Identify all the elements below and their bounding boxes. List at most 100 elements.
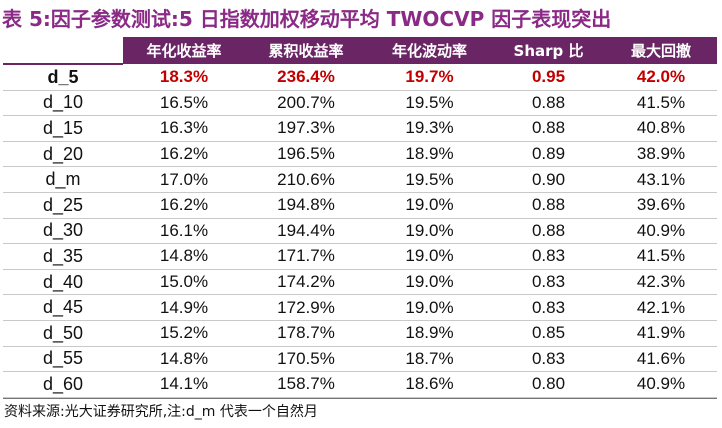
cell-annual-return: 16.2% [123, 141, 245, 168]
cell-sharp-ratio: 0.85 [492, 320, 605, 347]
performance-table: 年化收益率 累积收益率 年化波动率 Sharp 比 最大回撤 d_5 18.3% 2… [3, 37, 717, 398]
table-row: d_45 14.9% 172.9% 19.0% 0.83 42.1% [3, 294, 717, 321]
title-colon: : [42, 7, 51, 31]
cell-annual-volatility: 19.0% [367, 192, 492, 219]
cell-row-label: d_35 [3, 243, 123, 270]
cell-annual-return: 14.8% [123, 346, 245, 373]
header-sharp-ratio: Sharp 比 [492, 37, 605, 64]
cell-sharp-ratio: 0.90 [492, 166, 605, 193]
header-corner [3, 37, 123, 65]
cell-annual-return: 15.0% [123, 269, 245, 296]
cell-sharp-ratio: 0.88 [492, 90, 605, 117]
cell-sharp-ratio: 0.83 [492, 294, 605, 321]
cell-cumulative-return: 158.7% [245, 371, 367, 398]
cell-sharp-ratio: 0.83 [492, 269, 605, 296]
cell-max-drawdown: 40.9% [605, 371, 717, 398]
cell-row-label: d_25 [3, 192, 123, 219]
cell-annual-return: 14.9% [123, 294, 245, 321]
cell-row-label: d_10 [3, 90, 123, 117]
cell-max-drawdown: 39.6% [605, 192, 717, 219]
cell-cumulative-return: 200.7% [245, 90, 367, 117]
title-text: 因子参数测试:5 日指数加权移动平均 TWOCVP 因子表现突出 [50, 7, 612, 31]
cell-annual-return: 16.3% [123, 115, 245, 142]
table-row: d_35 14.8% 171.7% 19.0% 0.83 41.5% [3, 243, 717, 270]
cell-annual-return: 14.1% [123, 371, 245, 398]
cell-max-drawdown: 43.1% [605, 166, 717, 193]
cell-row-label: d_45 [3, 294, 123, 321]
cell-annual-volatility: 19.5% [367, 90, 492, 117]
table-row: d_10 16.5% 200.7% 19.5% 0.88 41.5% [3, 90, 717, 117]
cell-cumulative-return: 174.2% [245, 269, 367, 296]
table-row: d_30 16.1% 194.4% 19.0% 0.88 40.9% [3, 218, 717, 245]
cell-sharp-ratio: 0.88 [492, 115, 605, 142]
cell-cumulative-return: 194.4% [245, 218, 367, 245]
cell-annual-volatility: 19.5% [367, 166, 492, 193]
cell-max-drawdown: 41.6% [605, 346, 717, 373]
cell-annual-return: 15.2% [123, 320, 245, 347]
cell-cumulative-return: 171.7% [245, 243, 367, 270]
cell-cumulative-return: 197.3% [245, 115, 367, 142]
table-header: 年化收益率 累积收益率 年化波动率 Sharp 比 最大回撤 [3, 37, 717, 65]
cell-annual-volatility: 19.0% [367, 243, 492, 270]
cell-row-label: d_m [3, 166, 123, 193]
table-row: d_20 16.2% 196.5% 18.9% 0.89 38.9% [3, 141, 717, 168]
cell-annual-volatility: 19.0% [367, 218, 492, 245]
cell-sharp-ratio: 0.89 [492, 141, 605, 168]
cell-annual-return: 17.0% [123, 166, 245, 193]
cell-cumulative-return: 170.5% [245, 346, 367, 373]
cell-max-drawdown: 41.5% [605, 90, 717, 117]
cell-max-drawdown: 41.5% [605, 243, 717, 270]
table-body: d_5 18.3% 236.4% 19.7% 0.95 42.0% d_10 16.5% 200… [3, 64, 717, 398]
cell-max-drawdown: 42.3% [605, 269, 717, 296]
cell-annual-return: 16.5% [123, 90, 245, 117]
cell-annual-volatility: 18.9% [367, 141, 492, 168]
cell-cumulative-return: 210.6% [245, 166, 367, 193]
cell-cumulative-return: 236.4% [245, 64, 367, 91]
cell-annual-volatility: 19.0% [367, 269, 492, 296]
cell-sharp-ratio: 0.88 [492, 218, 605, 245]
cell-sharp-ratio: 0.95 [492, 64, 605, 91]
cell-annual-volatility: 19.3% [367, 115, 492, 142]
table-row: d_55 14.8% 170.5% 18.7% 0.83 41.6% [3, 346, 717, 373]
cell-annual-volatility: 18.9% [367, 320, 492, 347]
cell-row-label: d_60 [3, 371, 123, 398]
cell-max-drawdown: 38.9% [605, 141, 717, 168]
cell-max-drawdown: 40.8% [605, 115, 717, 142]
table-row: d_m 17.0% 210.6% 19.5% 0.90 43.1% [3, 166, 717, 193]
header-cumulative-return: 累积收益率 [245, 37, 367, 64]
cell-max-drawdown: 42.1% [605, 294, 717, 321]
cell-row-label: d_30 [3, 218, 123, 245]
cell-cumulative-return: 194.8% [245, 192, 367, 219]
cell-sharp-ratio: 0.83 [492, 243, 605, 270]
cell-row-label: d_55 [3, 346, 123, 373]
header-annual-volatility: 年化波动率 [367, 37, 492, 64]
cell-sharp-ratio: 0.88 [492, 192, 605, 219]
cell-annual-volatility: 19.0% [367, 294, 492, 321]
cell-annual-volatility: 18.6% [367, 371, 492, 398]
cell-sharp-ratio: 0.83 [492, 346, 605, 373]
cell-annual-volatility: 19.7% [367, 64, 492, 91]
cell-max-drawdown: 41.9% [605, 320, 717, 347]
cell-row-label: d_15 [3, 115, 123, 142]
cell-annual-return: 14.8% [123, 243, 245, 270]
bottom-rule [3, 398, 717, 399]
cell-annual-return: 16.1% [123, 218, 245, 245]
table-row: d_40 15.0% 174.2% 19.0% 0.83 42.3% [3, 269, 717, 296]
table-row: d_60 14.1% 158.7% 18.6% 0.80 40.9% [3, 371, 717, 398]
cell-row-label: d_40 [3, 269, 123, 296]
cell-annual-return: 16.2% [123, 192, 245, 219]
cell-row-label: d_20 [3, 141, 123, 168]
cell-row-label: d_5 [3, 64, 123, 91]
source-note: 资料来源:光大证券研究所,注:d_m 代表一个自然月 [4, 404, 318, 420]
cell-row-label: d_50 [3, 320, 123, 347]
table-title: 表 5:因子参数测试:5 日指数加权移动平均 TWOCVP 因子表现突出 [2, 3, 611, 35]
table-row: d_15 16.3% 197.3% 19.3% 0.88 40.8% [3, 115, 717, 142]
table-number: 表 5 [2, 7, 43, 31]
header-max-drawdown: 最大回撤 [605, 37, 717, 64]
cell-sharp-ratio: 0.80 [492, 371, 605, 398]
table-row: d_50 15.2% 178.7% 18.9% 0.85 41.9% [3, 320, 717, 347]
cell-max-drawdown: 42.0% [605, 64, 717, 91]
cell-cumulative-return: 196.5% [245, 141, 367, 168]
table-row: d_25 16.2% 194.8% 19.0% 0.88 39.6% [3, 192, 717, 219]
header-annual-return: 年化收益率 [123, 37, 245, 64]
